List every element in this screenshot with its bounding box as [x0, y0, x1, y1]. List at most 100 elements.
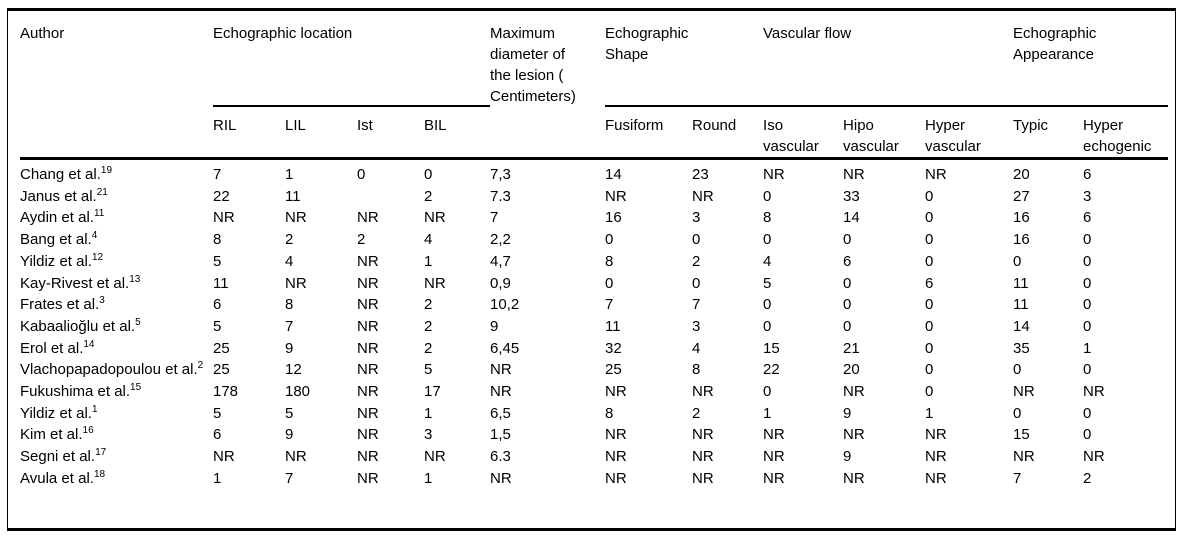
- table-row: Vlachopapadopoulou et al.2 25 12 NR 5 NR 25 8 22…: [20, 359, 1168, 381]
- value-cell: 8: [605, 404, 614, 422]
- author-cell: Frates et al.3: [20, 294, 213, 316]
- value-cell: 1: [424, 469, 433, 487]
- col-header-max-diameter: Maximum diameter of the lesion ( Centime…: [490, 25, 576, 105]
- value-cell: 2: [424, 296, 433, 314]
- value-cell: 8: [285, 296, 294, 314]
- value-cell: NR: [843, 383, 865, 401]
- value-cell: NR: [843, 426, 865, 444]
- value-cell: 0: [1083, 296, 1092, 314]
- value-cell: 23: [692, 156, 764, 186]
- value-cell: NR: [692, 383, 714, 401]
- col-header-iso-vascular: Iso vascular: [763, 117, 819, 155]
- value-cell: 0: [763, 383, 772, 401]
- col-header-hipo-vascular: Hipo vascular: [843, 117, 899, 155]
- value-cell: NR: [605, 383, 627, 401]
- value-cell: 0: [1083, 426, 1092, 444]
- value-cell: NR: [605, 469, 627, 487]
- author-cell: Erol et al.14: [20, 338, 213, 360]
- value-cell: NR: [357, 209, 379, 227]
- value-cell: NR: [692, 469, 714, 487]
- author-cell: Aydin et al.11: [20, 207, 213, 229]
- value-cell: NR: [692, 448, 714, 466]
- col-header-typic: Typic: [1013, 117, 1049, 134]
- value-cell: 1: [213, 469, 222, 487]
- table-row: Bang et al.4 8 2 2 4 2,2 0 0 0 0 0 16 0: [20, 229, 1168, 251]
- value-cell: 11: [605, 317, 621, 335]
- value-cell: 0: [692, 231, 701, 249]
- table-row: Segni et al.17 NR NR NR NR 6.3 NR NR NR 9 NR NR NR: [20, 446, 1168, 468]
- value-cell: NR: [357, 252, 379, 270]
- value-cell: NR: [1013, 448, 1035, 466]
- value-cell: 0: [605, 231, 614, 249]
- col-group-echographic-location: Echographic location: [213, 11, 491, 107]
- col-header-round: Round: [692, 117, 737, 134]
- value-cell: NR: [692, 187, 714, 205]
- reference-superscript: 15: [130, 382, 142, 394]
- value-cell: 3: [692, 209, 701, 227]
- value-cell: NR: [285, 274, 307, 292]
- value-cell: 2: [285, 231, 294, 249]
- value-cell: 21: [843, 339, 860, 357]
- value-cell: 6.3: [490, 448, 511, 466]
- value-cell: NR: [490, 361, 512, 379]
- reference-superscript: 1: [91, 403, 98, 415]
- value-cell: 25: [213, 339, 230, 357]
- value-cell: 1: [1083, 339, 1092, 357]
- author-cell: Segni et al.17: [20, 446, 213, 468]
- value-cell: 7: [605, 296, 614, 314]
- value-cell: 0: [843, 317, 852, 335]
- author-name: Avula et al.: [20, 469, 94, 487]
- value-cell: 4,7: [490, 252, 511, 270]
- study-results-table: Author Echographic location Maximum diam…: [20, 11, 1169, 490]
- value-cell: NR: [424, 448, 446, 466]
- author-cell: Vlachopapadopoulou et al.2: [20, 359, 213, 381]
- value-cell: 5: [213, 404, 222, 422]
- reference-superscript: 14: [83, 338, 95, 350]
- author-name: Frates et al.: [20, 296, 100, 314]
- value-cell: 20: [1013, 156, 1084, 186]
- value-cell: 17: [424, 383, 441, 401]
- value-cell: NR: [843, 469, 865, 487]
- value-cell: 0: [925, 252, 934, 270]
- value-cell: 16: [605, 209, 622, 227]
- value-cell: 11: [285, 187, 301, 205]
- value-cell: 0: [1083, 317, 1092, 335]
- col-header-ist: Ist: [357, 117, 373, 134]
- value-cell: 5: [285, 404, 294, 422]
- value-cell: NR: [357, 296, 379, 314]
- table-row: Yildiz et al.12 5 4 NR 1 4,7 8 2 4 6 0 0 0: [20, 251, 1168, 273]
- value-cell: 0,9: [490, 274, 511, 292]
- value-cell: 5: [213, 252, 222, 270]
- value-cell: 2: [424, 339, 433, 357]
- table-row: Frates et al.3 6 8 NR 2 10,2 7 7 0 0 0 11 0: [20, 294, 1168, 316]
- value-cell: 14: [843, 209, 860, 227]
- table-row: Fukushima et al.15 178 180 NR 17 NR NR NR 0 NR 0 NR…: [20, 381, 1168, 403]
- value-cell: 0: [843, 296, 852, 314]
- value-cell: 6,45: [490, 339, 520, 357]
- value-cell: NR: [490, 383, 512, 401]
- value-cell: NR: [763, 469, 785, 487]
- value-cell: NR: [1013, 383, 1035, 401]
- value-cell: 1,5: [490, 426, 511, 444]
- value-cell: 3: [692, 317, 701, 335]
- value-cell: NR: [763, 448, 785, 466]
- value-cell: 4: [285, 252, 294, 270]
- value-cell: NR: [925, 426, 947, 444]
- value-cell: [357, 186, 424, 208]
- value-cell: 15: [763, 339, 780, 357]
- col-group-vascular-flow: Vascular flow: [763, 11, 1014, 107]
- value-cell: 7: [490, 209, 499, 227]
- value-cell: NR: [213, 448, 235, 466]
- value-cell: 4: [763, 252, 772, 270]
- value-cell: 15: [1013, 426, 1030, 444]
- value-cell: 0: [1083, 231, 1092, 249]
- author-name: Kabaalioğlu et al.: [20, 317, 136, 335]
- value-cell: 3: [424, 426, 433, 444]
- author-name: Erol et al.: [20, 339, 84, 357]
- value-cell: 0: [1083, 252, 1092, 270]
- value-cell: 11: [1013, 296, 1029, 314]
- value-cell: 0: [925, 231, 934, 249]
- value-cell: 22: [763, 361, 780, 379]
- value-cell: 7: [285, 317, 294, 335]
